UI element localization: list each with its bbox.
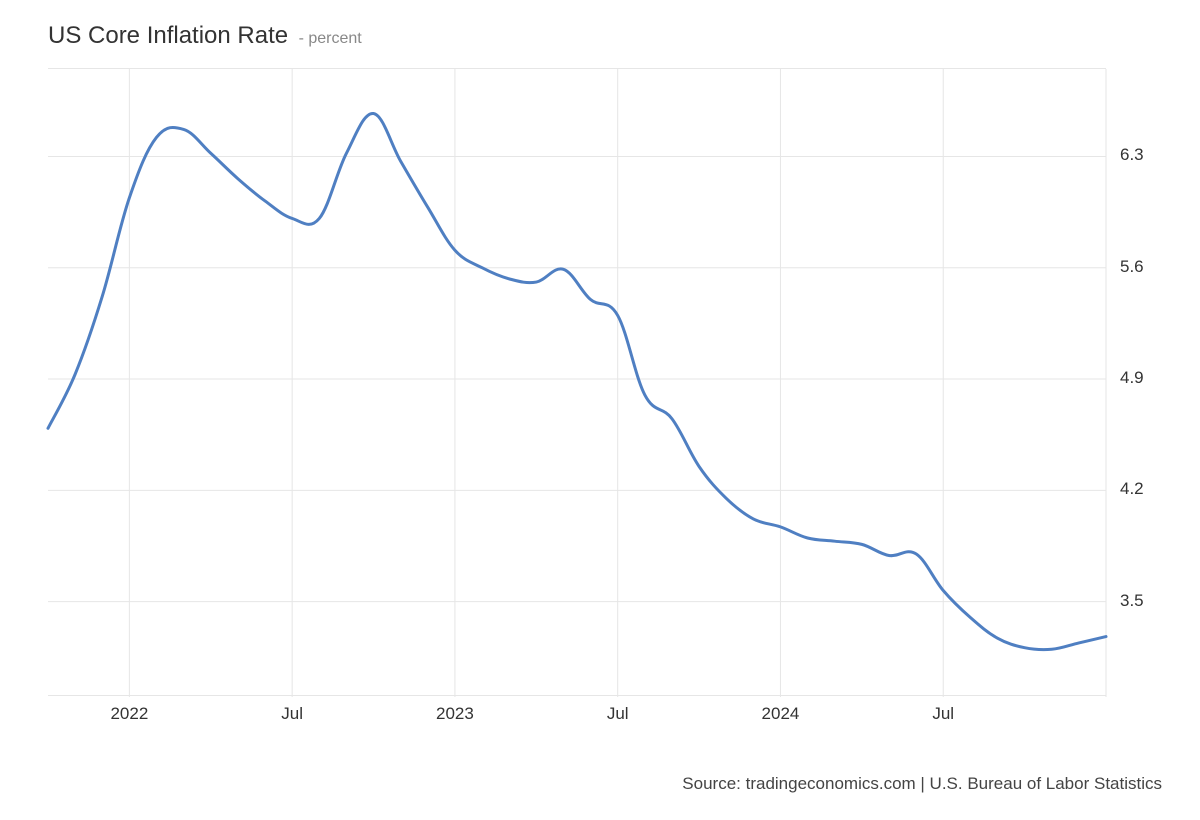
chart-source: Source: tradingeconomics.com | U.S. Bure…: [682, 774, 1162, 794]
y-tick-label: 4.9: [1120, 368, 1144, 388]
plot-area: [48, 68, 1106, 696]
x-tick-label: Jul: [932, 704, 954, 724]
y-tick-label: 5.6: [1120, 257, 1144, 277]
chart-title: US Core Inflation Rate: [48, 22, 288, 49]
x-tick-label: 2023: [436, 704, 474, 724]
y-tick-label: 6.3: [1120, 145, 1144, 165]
x-tick-label: Jul: [281, 704, 303, 724]
y-tick-label: 4.2: [1120, 479, 1144, 499]
x-axis-labels: 2022 Jul 2023 Jul 2024 Jul: [48, 704, 1106, 734]
chart-container: US Core Inflation Rate - percent 3.5 4.2 4…: [0, 0, 1200, 820]
x-tick-label: 2022: [110, 704, 148, 724]
chart-svg: [48, 69, 1106, 695]
y-tick-label: 3.5: [1120, 591, 1144, 611]
chart-subtitle: - percent: [299, 30, 362, 47]
x-tick-label: Jul: [607, 704, 629, 724]
series-line: [48, 113, 1106, 649]
chart-title-block: US Core Inflation Rate - percent: [48, 22, 362, 50]
x-tick-label: 2024: [762, 704, 800, 724]
